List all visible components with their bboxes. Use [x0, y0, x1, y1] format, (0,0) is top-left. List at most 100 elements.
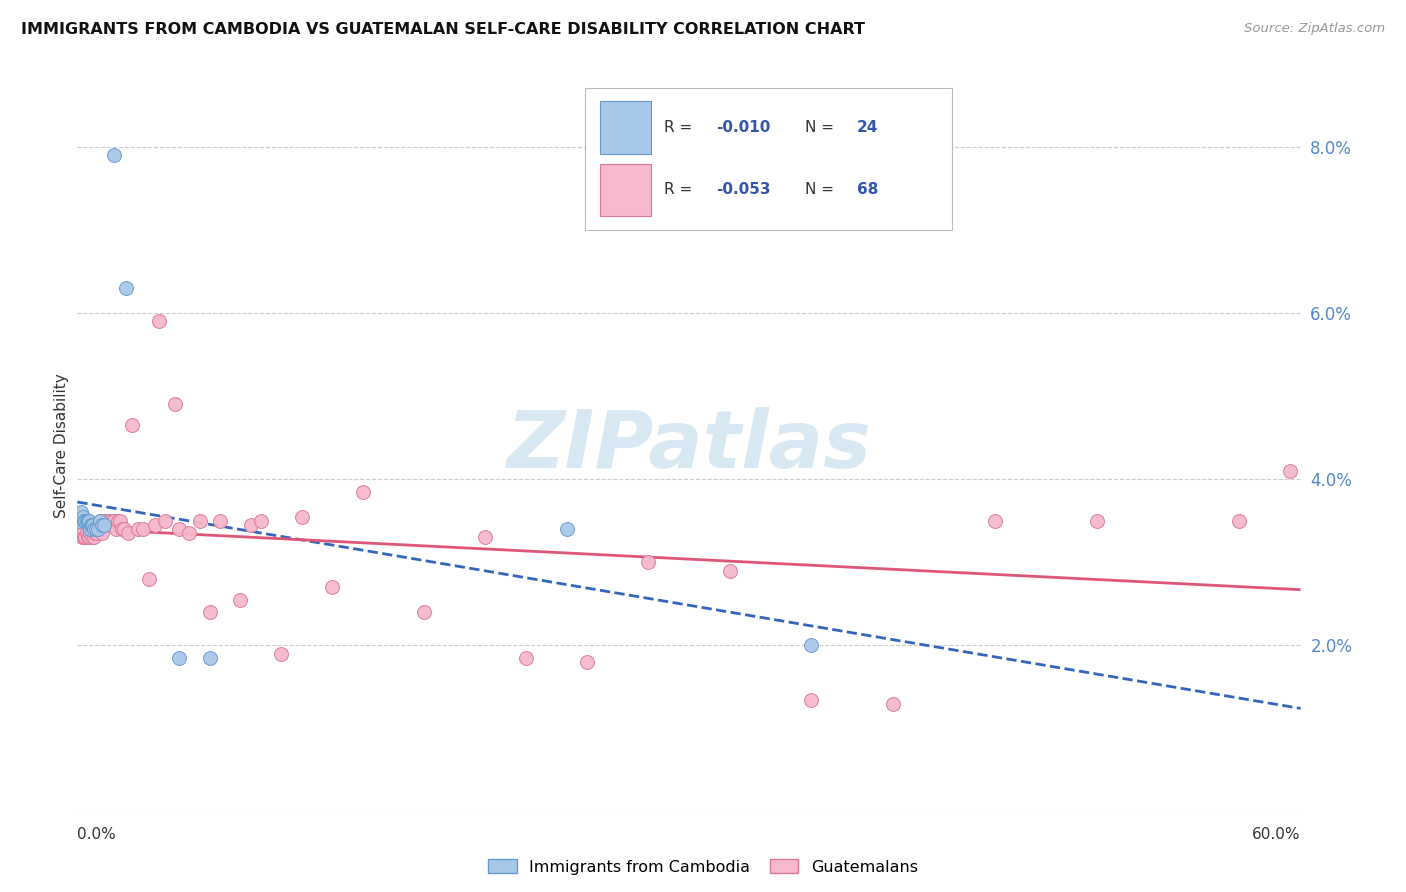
Point [198, 605, 221, 619]
Point [82, 526, 104, 541]
Point [101, 514, 124, 528]
Point [250, 514, 273, 528]
Text: R =: R = [665, 120, 697, 136]
Point [90, 522, 112, 536]
FancyBboxPatch shape [599, 163, 651, 217]
Point [121, 418, 143, 433]
Point [984, 514, 1007, 528]
Point [229, 592, 252, 607]
Point [76, 514, 98, 528]
Point [169, 651, 191, 665]
Point [75, 530, 97, 544]
Y-axis label: Self-Care Disability: Self-Care Disability [53, 374, 69, 518]
Point [72, 509, 94, 524]
Text: Source: ZipAtlas.com: Source: ZipAtlas.com [1244, 22, 1385, 36]
Point [103, 148, 125, 162]
Point [80, 518, 103, 533]
FancyBboxPatch shape [599, 102, 651, 154]
FancyBboxPatch shape [585, 87, 952, 230]
Point [73, 514, 96, 528]
Point [97, 514, 120, 528]
Point [77, 530, 100, 544]
Point [72, 530, 94, 544]
Point [352, 484, 374, 499]
Point [76, 514, 98, 528]
Point [93, 514, 115, 528]
Point [83, 530, 105, 544]
Point [94, 514, 117, 528]
Point [89, 514, 111, 528]
Point [128, 522, 150, 536]
Point [93, 518, 115, 533]
Point [576, 655, 599, 669]
Point [80, 530, 103, 544]
Point [82, 518, 104, 533]
Point [115, 281, 138, 295]
Point [1279, 464, 1302, 478]
Point [112, 522, 135, 536]
Text: N =: N = [806, 183, 839, 197]
Point [117, 526, 139, 541]
Point [87, 522, 110, 536]
Point [474, 530, 496, 544]
Point [87, 522, 110, 536]
Text: IMMIGRANTS FROM CAMBODIA VS GUATEMALAN SELF-CARE DISABILITY CORRELATION CHART: IMMIGRANTS FROM CAMBODIA VS GUATEMALAN S… [21, 22, 865, 37]
Point [70, 506, 93, 520]
Point [69, 526, 91, 541]
Point [107, 514, 129, 528]
Point [83, 526, 105, 541]
Point [83, 522, 105, 536]
Point [209, 514, 232, 528]
Point [79, 522, 101, 536]
Text: R =: R = [665, 183, 697, 197]
Point [555, 522, 578, 536]
Point [188, 514, 211, 528]
Point [131, 522, 153, 536]
Point [89, 514, 111, 528]
Point [70, 522, 93, 536]
Point [165, 397, 187, 411]
Point [515, 651, 537, 665]
Point [800, 692, 823, 706]
Text: -0.010: -0.010 [716, 120, 770, 136]
Point [84, 526, 107, 541]
Point [1229, 514, 1251, 528]
Point [1085, 514, 1108, 528]
Point [98, 518, 121, 533]
Point [73, 530, 96, 544]
Point [75, 514, 97, 528]
Point [86, 522, 108, 536]
Point [105, 522, 128, 536]
Point [239, 518, 262, 533]
Point [79, 518, 101, 533]
Point [77, 514, 100, 528]
Point [143, 518, 166, 533]
Point [800, 639, 823, 653]
Text: 60.0%: 60.0% [1253, 827, 1301, 841]
Point [718, 564, 741, 578]
Text: 68: 68 [856, 183, 877, 197]
Point [321, 580, 343, 594]
Point [108, 514, 131, 528]
Point [138, 572, 160, 586]
Point [103, 514, 125, 528]
Point [179, 526, 201, 541]
Text: 0.0%: 0.0% [77, 827, 117, 841]
Point [153, 514, 176, 528]
Text: 24: 24 [856, 120, 877, 136]
Text: N =: N = [806, 120, 839, 136]
Point [291, 509, 314, 524]
Text: -0.053: -0.053 [716, 183, 770, 197]
Point [637, 555, 659, 569]
Point [148, 314, 170, 328]
Point [72, 526, 94, 541]
Point [169, 522, 191, 536]
Point [111, 522, 134, 536]
Point [270, 647, 292, 661]
Point [90, 518, 112, 533]
Point [79, 522, 101, 536]
Point [90, 526, 112, 541]
Point [84, 522, 107, 536]
Point [67, 522, 90, 536]
Point [76, 530, 98, 544]
